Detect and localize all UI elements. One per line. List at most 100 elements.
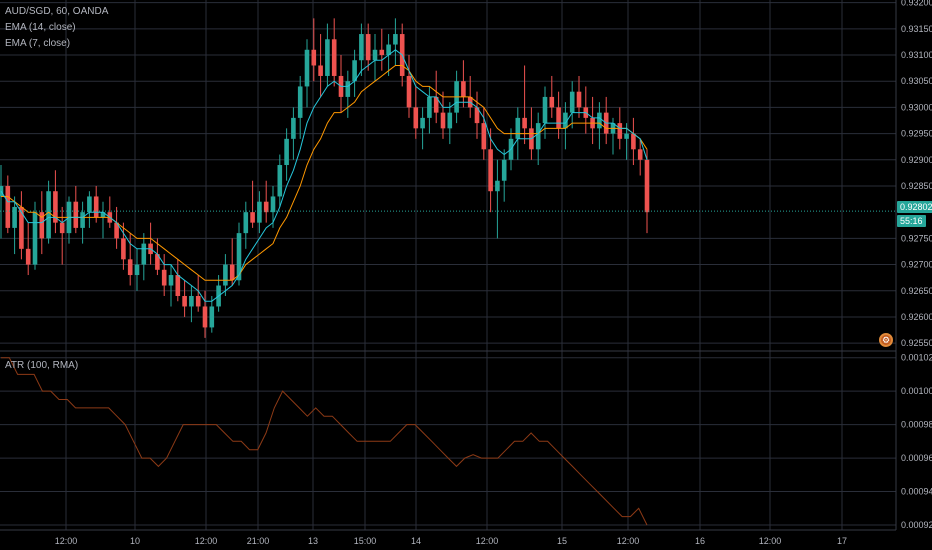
candle-body: [535, 123, 541, 150]
candle-body: [433, 96, 439, 113]
candle-body: [481, 123, 487, 150]
atr-tick-label: 0.00092: [901, 520, 932, 530]
candle-body: [32, 212, 38, 265]
candle-body: [277, 165, 283, 197]
candle-body: [189, 295, 194, 307]
candle-body: [522, 117, 527, 129]
candle-body: [5, 185, 11, 228]
candle-body: [195, 295, 201, 307]
price-axis[interactable]: 0.93200 0.93150 0.93100 0.93050 0.93000 0.929…: [901, 0, 932, 348]
candle-body: [501, 159, 507, 181]
symbol-legend[interactable]: AUD/SGD, 60, OANDA: [5, 6, 109, 17]
candle-body: [597, 112, 602, 129]
candle-body: [569, 91, 575, 113]
candle-body: [413, 107, 419, 129]
candle-body: [345, 81, 351, 97]
candle-body: [257, 201, 262, 223]
time-tick-label: 21:00: [247, 536, 270, 546]
candle-body: [229, 264, 235, 281]
price-tick-label: 0.92950: [901, 129, 932, 139]
candle-body: [202, 306, 208, 328]
candle-body: [393, 34, 398, 45]
candle-body: [73, 201, 79, 228]
candle-body: [372, 49, 378, 61]
candle-body: [542, 96, 548, 124]
candle-body: [46, 191, 51, 239]
candle-body: [284, 138, 289, 166]
candle-body: [223, 264, 228, 286]
candle-body: [291, 117, 296, 139]
candle-body: [209, 306, 215, 328]
candle-body: [331, 39, 337, 76]
candle-body: [474, 107, 480, 124]
price-tick-label: 0.92700: [901, 260, 932, 270]
atr-tick-label: 0.00096: [901, 453, 932, 463]
price-tick-label: 0.92650: [901, 286, 932, 296]
price-tick-label: 0.92550: [901, 338, 932, 348]
candle-body: [12, 206, 17, 228]
atr-axis[interactable]: 0.00102 0.00100 0.00098 0.00096 0.00094 0.000…: [901, 353, 932, 530]
candle-body: [243, 212, 249, 234]
candle-body: [100, 212, 106, 218]
candle-body: [155, 254, 160, 270]
price-tick-label: 0.93150: [901, 24, 932, 34]
candle-body: [168, 275, 174, 286]
candle-body: [576, 91, 582, 108]
price-tick-label: 0.93050: [901, 76, 932, 86]
candle-body: [127, 259, 133, 276]
ema7-line: [0, 49, 648, 302]
candle-body: [365, 34, 371, 61]
price-tick-label: 0.93100: [901, 50, 932, 60]
candle-body: [114, 222, 119, 239]
candle-body: [515, 117, 521, 139]
atr-tick-label: 0.00098: [901, 420, 932, 430]
candle-body: [53, 191, 58, 223]
price-tick-label: 0.93200: [901, 0, 932, 8]
candle-body: [263, 201, 269, 213]
candle-body: [93, 196, 99, 218]
time-tick-label: 15: [557, 536, 567, 546]
price-tick-label: 0.92600: [901, 312, 932, 322]
candle-body: [637, 149, 643, 160]
candle-body: [182, 295, 187, 307]
price-tick-label: 0.92750: [901, 233, 932, 243]
time-tick-label: 16: [695, 536, 705, 546]
candle-body: [352, 60, 357, 82]
time-tick-label: 12:00: [195, 536, 218, 546]
ema7-legend[interactable]: EMA (7, close): [5, 38, 71, 49]
candle-body: [80, 212, 85, 228]
candle-body: [359, 34, 364, 61]
candle-body: [250, 212, 255, 223]
ema14-legend[interactable]: EMA (14, close): [5, 22, 76, 33]
countdown-badge: 55:16: [897, 215, 926, 227]
time-tick-label: 12:00: [476, 536, 499, 546]
candle-body: [617, 123, 623, 139]
candle-body: [556, 107, 561, 129]
time-axis[interactable]: 12:00 10 12:00 21:00 13 15:00 14 12:00 15 12:00 16…: [55, 536, 847, 546]
candle-body: [379, 49, 385, 56]
candle-body: [161, 269, 167, 286]
candle-body: [406, 75, 412, 108]
candle-body: [175, 275, 181, 296]
candle-body: [134, 264, 140, 276]
time-tick-label: 17: [837, 536, 847, 546]
price-tick-label: 0.93000: [901, 102, 932, 112]
candle-body: [386, 44, 391, 56]
candle-body: [297, 86, 303, 118]
candle-body: [461, 81, 466, 97]
candle-body: [141, 243, 147, 265]
candle-series: [0, 18, 650, 338]
grid-lines: [0, 0, 896, 530]
candle-body: [624, 133, 629, 139]
candle-body: [0, 185, 4, 197]
candle-body: [488, 149, 493, 192]
candle-body: [644, 159, 650, 213]
settings-gear-icon[interactable]: ⚙: [879, 333, 893, 347]
time-tick-label: 12:00: [617, 536, 640, 546]
time-tick-label: 14: [411, 536, 421, 546]
candle-body: [495, 180, 500, 192]
candle-body: [420, 117, 425, 129]
atr-legend[interactable]: ATR (100, RMA): [5, 360, 79, 371]
candle-body: [59, 222, 65, 234]
